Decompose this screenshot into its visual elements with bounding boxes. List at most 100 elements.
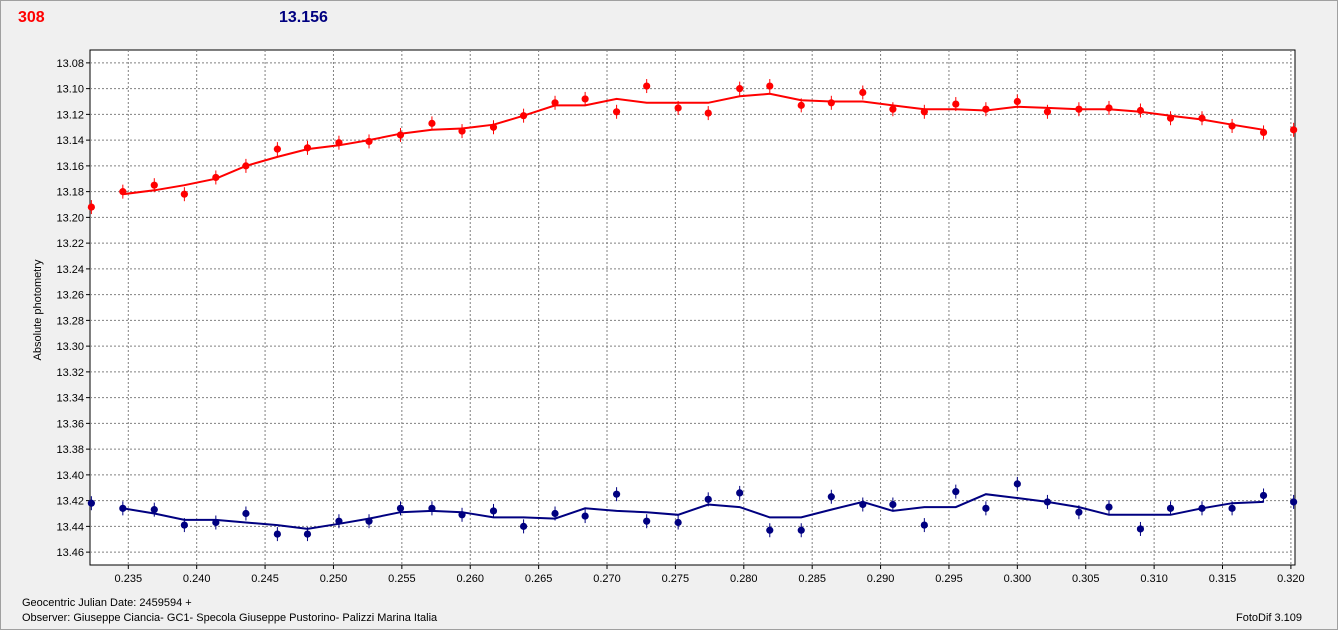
- series-2-point: [242, 509, 250, 518]
- series-2-point: [643, 517, 651, 525]
- y-tick-label: 13.26: [56, 290, 84, 302]
- series-1-point: [643, 82, 651, 90]
- x-tick-label: 0.275: [662, 573, 690, 585]
- series-1-point: [458, 127, 466, 135]
- series-2-point: [581, 512, 589, 520]
- y-tick-label: 13.32: [56, 367, 84, 379]
- series-2-point: [396, 504, 405, 512]
- series-2-point: [859, 500, 867, 509]
- series-2-point: [1228, 504, 1236, 512]
- series-2-point: [180, 521, 188, 529]
- series-1-point: [1228, 122, 1236, 130]
- series-1-point: [1198, 114, 1206, 122]
- series-2-point: [458, 511, 466, 519]
- series-1-point: [396, 131, 405, 139]
- x-tick-label: 0.270: [593, 573, 621, 585]
- x-tick-label: 0.260: [456, 573, 484, 585]
- series-2-point: [1290, 498, 1298, 506]
- y-tick-label: 13.38: [56, 444, 84, 456]
- light-curve-chart: 13.08 13.10 13.12 13.14 13.16 13.18 13.20 13.22…: [32, 49, 1305, 585]
- software-version-label: FotoDif 3.109: [1236, 612, 1303, 624]
- x-tick-label: 0.265: [525, 573, 553, 585]
- series-2-point: [674, 518, 682, 527]
- series-2-point: [1259, 491, 1268, 500]
- series-2-point: [119, 504, 127, 512]
- series-2-point: [1043, 498, 1052, 506]
- series-2-point: [87, 499, 95, 507]
- series-2-point: [150, 506, 158, 514]
- series-2-point: [1166, 504, 1175, 512]
- x-tick-label: 0.240: [183, 573, 211, 585]
- x-tick-label: 0.315: [1209, 573, 1237, 585]
- series-1-point: [428, 119, 436, 127]
- x-tick-label: 0.255: [388, 573, 416, 585]
- y-tick-label: 13.20: [56, 212, 84, 224]
- x-tick-label: 0.300: [1004, 573, 1032, 585]
- series-2-point: [952, 488, 960, 496]
- series-2-point: [1075, 508, 1083, 516]
- series-2-point: [612, 490, 621, 498]
- series-2-point: [1136, 525, 1145, 533]
- series-1-point: [335, 139, 343, 147]
- x-tick-label: 0.250: [320, 573, 348, 585]
- series-2-point: [335, 517, 343, 525]
- series-2-point: [1198, 504, 1206, 512]
- series-1-point: [1043, 108, 1052, 116]
- series-1-point: [150, 181, 158, 189]
- julian-date-label: Geocentric Julian Date: 2459594 +: [22, 597, 192, 609]
- series-2-point: [428, 504, 436, 512]
- series-1-point: [489, 123, 498, 131]
- series-1-trend-line: [122, 92, 1264, 196]
- header-right-value: 13.156: [279, 9, 328, 26]
- x-tick-label: 0.305: [1072, 573, 1100, 585]
- series-1-point: [242, 162, 250, 170]
- plot-area: [89, 49, 1296, 566]
- y-tick-label: 13.44: [56, 521, 84, 533]
- series-2-point: [212, 518, 220, 527]
- y-tick-label: 13.22: [56, 238, 84, 250]
- series-2-point: [1013, 480, 1021, 488]
- y-axis: 13.08 13.10 13.12 13.14 13.16 13.18 13.20 13.22…: [56, 58, 90, 559]
- series-1-point: [519, 112, 528, 120]
- series-1-point: [551, 99, 559, 107]
- series-1-point: [1013, 97, 1021, 106]
- series-1-point: [119, 188, 127, 196]
- series-1-point: [674, 104, 682, 112]
- observer-label: Observer: Giuseppe Ciancia- GC1- Specola…: [22, 612, 438, 624]
- series-1-point: [87, 203, 95, 211]
- series-2-point: [920, 521, 928, 529]
- series-2-point: [736, 489, 744, 497]
- x-tick-label: 0.280: [730, 573, 758, 585]
- y-tick-label: 13.30: [56, 341, 84, 353]
- series-1-point: [212, 173, 220, 182]
- x-tick-label: 0.235: [115, 573, 143, 585]
- series-2-point: [551, 509, 559, 518]
- series-1-point: [365, 137, 373, 146]
- series-2-point: [365, 517, 373, 525]
- series-1-point: [612, 108, 621, 116]
- x-tick-label: 0.310: [1140, 573, 1168, 585]
- series-2-point: [766, 526, 774, 534]
- x-tick-label: 0.290: [867, 573, 895, 585]
- series-2-point: [273, 530, 281, 538]
- series-2-point: [489, 507, 498, 515]
- series-1-point: [1075, 105, 1083, 113]
- y-tick-label: 13.08: [56, 58, 84, 70]
- x-tick-label: 0.245: [251, 573, 279, 585]
- data-points: [87, 79, 1298, 542]
- series-1-point: [581, 95, 589, 103]
- trend-lines: [122, 92, 1264, 530]
- grid-lines: [90, 50, 1295, 565]
- series-1-point: [704, 109, 712, 117]
- series-1-point: [827, 99, 835, 107]
- series-1-point: [1166, 114, 1175, 122]
- y-tick-label: 13.24: [56, 264, 84, 276]
- series-1-point: [920, 108, 928, 116]
- header-left-value: 308: [18, 9, 45, 26]
- series-1-point: [303, 144, 312, 152]
- series-2-point: [519, 522, 528, 530]
- series-1-point: [1259, 128, 1268, 136]
- series-1-point: [952, 100, 960, 108]
- series-2-point: [704, 495, 712, 503]
- y-tick-label: 13.34: [56, 393, 84, 405]
